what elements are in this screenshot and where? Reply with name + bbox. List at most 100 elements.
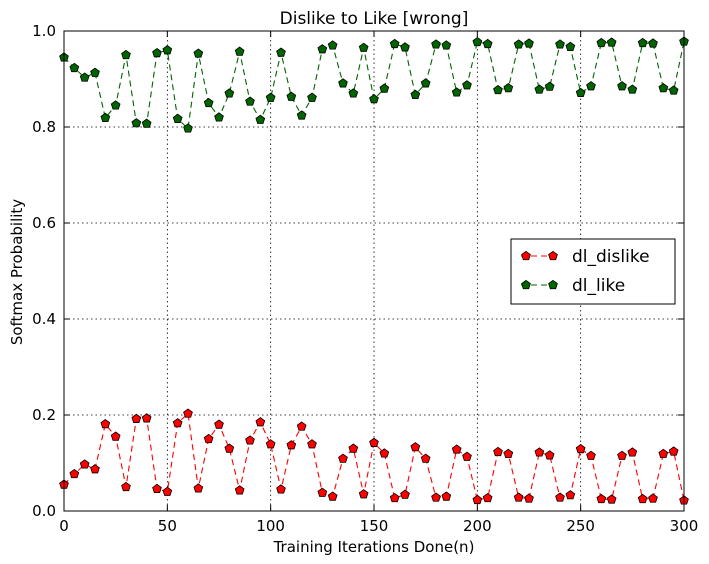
data-point-dl-dislike	[307, 439, 317, 449]
data-point-dl-like	[327, 40, 338, 50]
data-point-dl-like	[658, 83, 669, 93]
data-point-dl-dislike	[214, 419, 224, 429]
data-point-dl-dislike	[503, 448, 514, 459]
data-point-dl-like	[441, 40, 452, 50]
data-point-dl-like	[513, 39, 524, 49]
data-point-dl-like	[110, 100, 121, 110]
data-point-dl-dislike	[493, 446, 503, 457]
data-point-dl-like	[358, 42, 369, 52]
data-point-dl-like	[534, 84, 545, 94]
data-point-dl-like	[451, 87, 462, 97]
data-point-dl-like	[648, 38, 658, 48]
data-point-dl-like	[544, 81, 555, 91]
data-point-dl-dislike	[586, 450, 596, 460]
data-point-dl-dislike	[606, 494, 617, 504]
data-point-dl-dislike	[276, 484, 286, 494]
data-point-dl-dislike	[410, 442, 421, 452]
x-tick-label: 200	[463, 517, 492, 535]
data-point-dl-dislike	[400, 489, 410, 499]
data-point-dl-dislike	[431, 492, 441, 502]
data-point-dl-dislike	[162, 486, 173, 496]
y-tick-label: 0.0	[32, 502, 56, 520]
data-point-dl-dislike	[100, 419, 111, 429]
data-point-dl-dislike	[286, 440, 297, 450]
data-point-dl-dislike	[265, 439, 276, 449]
data-point-dl-like	[307, 92, 317, 102]
data-point-dl-dislike	[389, 492, 400, 503]
data-point-dl-dislike	[234, 485, 245, 495]
data-point-dl-like	[617, 81, 627, 91]
data-point-dl-dislike	[110, 431, 121, 441]
data-point-dl-like	[317, 44, 328, 54]
data-point-dl-dislike	[203, 433, 214, 444]
series-dl-dislike	[59, 408, 689, 505]
data-point-dl-dislike	[462, 451, 472, 461]
data-point-dl-dislike	[79, 459, 90, 469]
data-point-dl-like	[493, 84, 503, 95]
data-point-dl-like	[172, 113, 183, 123]
legend-label-dl-dislike: dl_dislike	[572, 247, 650, 267]
data-point-dl-dislike	[617, 450, 627, 460]
data-point-dl-like	[276, 47, 286, 57]
data-point-dl-like	[121, 49, 131, 60]
data-point-dl-like	[389, 38, 400, 49]
y-axis-label: Softmax Probability	[8, 199, 26, 345]
data-point-dl-dislike	[121, 481, 131, 492]
data-point-dl-like	[472, 36, 483, 47]
data-point-dl-like	[141, 118, 152, 128]
data-point-dl-dislike	[296, 421, 307, 431]
data-point-dl-dislike	[472, 494, 483, 505]
x-tick-label: 250	[566, 517, 595, 535]
data-point-dl-like	[203, 97, 214, 108]
data-point-dl-like	[214, 112, 224, 122]
x-axis-label: Training Iterations Done(n)	[273, 538, 475, 556]
data-point-dl-like	[668, 85, 679, 95]
data-point-dl-dislike	[317, 487, 328, 497]
data-point-dl-dislike	[255, 417, 266, 427]
data-point-dl-dislike	[648, 493, 658, 503]
series-layer	[59, 36, 689, 505]
data-point-dl-like	[193, 48, 204, 58]
data-point-dl-like	[162, 45, 173, 55]
legend-marker-dl-dislike	[548, 250, 558, 261]
data-point-dl-like	[420, 78, 431, 88]
x-tick-label: 300	[670, 517, 699, 535]
data-point-dl-dislike	[327, 491, 338, 501]
data-point-dl-dislike	[513, 492, 524, 502]
data-point-dl-like	[503, 83, 514, 93]
data-point-dl-dislike	[245, 435, 255, 445]
data-point-dl-like	[183, 123, 193, 133]
series-dl-like	[59, 36, 689, 133]
data-point-dl-dislike	[524, 493, 534, 503]
y-tick-label: 0.4	[32, 310, 56, 328]
data-point-dl-dislike	[658, 448, 669, 459]
data-point-dl-like	[90, 67, 100, 77]
data-point-dl-like	[286, 91, 297, 101]
y-tick-label: 0.6	[32, 214, 56, 232]
data-point-dl-dislike	[224, 443, 235, 453]
data-point-dl-dislike	[90, 464, 100, 474]
legend-marker-dl-dislike	[521, 250, 531, 261]
legend-box	[510, 238, 676, 305]
x-tick-label: 150	[360, 517, 389, 535]
data-point-dl-like	[555, 39, 565, 49]
data-point-dl-dislike	[534, 447, 545, 457]
data-point-dl-dislike	[141, 413, 152, 423]
y-tick-label: 0.2	[32, 406, 56, 424]
data-point-dl-dislike	[544, 450, 555, 460]
data-point-dl-dislike	[348, 443, 359, 453]
data-point-dl-like	[524, 38, 534, 48]
data-point-dl-like	[637, 37, 648, 48]
data-point-dl-dislike	[193, 483, 204, 493]
data-point-dl-dislike	[565, 490, 576, 500]
data-point-dl-dislike	[358, 489, 369, 499]
data-point-dl-like	[255, 114, 266, 124]
data-point-dl-dislike	[555, 492, 565, 502]
data-point-dl-like	[431, 39, 441, 49]
data-point-dl-like	[131, 118, 142, 128]
data-point-dl-like	[482, 38, 493, 49]
data-point-dl-dislike	[369, 437, 379, 447]
data-point-dl-dislike	[183, 408, 193, 418]
data-point-dl-dislike	[575, 443, 586, 454]
